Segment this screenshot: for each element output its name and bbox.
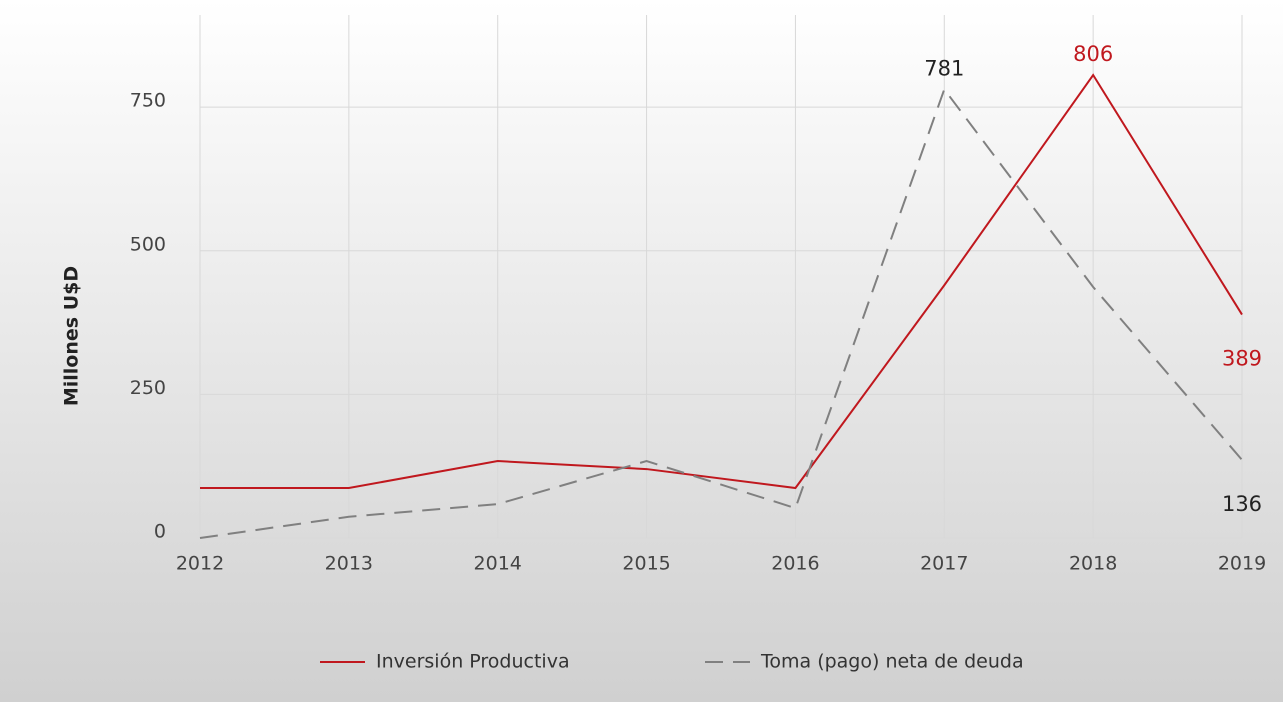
legend-label: Inversión Productiva bbox=[376, 651, 570, 673]
line-series bbox=[199, 87, 1243, 539]
x-tick-label: 2015 bbox=[622, 553, 670, 575]
legend-label: Toma (pago) neta de deuda bbox=[760, 651, 1024, 673]
x-tick-label: 2016 bbox=[771, 553, 819, 575]
data-label: 781 bbox=[924, 56, 964, 80]
x-tick-label: 2019 bbox=[1218, 553, 1266, 575]
y-tick-label: 250 bbox=[130, 377, 166, 399]
y-tick-label: 750 bbox=[130, 90, 166, 112]
data-label: 136 bbox=[1222, 492, 1262, 516]
y-axis-label: Millones U$D bbox=[61, 266, 83, 406]
y-tick-label: 0 bbox=[154, 521, 166, 543]
x-tick-label: 2013 bbox=[325, 553, 373, 575]
x-tick-label: 2014 bbox=[474, 553, 522, 575]
x-tick-label: 2017 bbox=[920, 553, 968, 575]
x-tick-label: 2018 bbox=[1069, 553, 1117, 575]
x-tick-label: 2012 bbox=[176, 553, 224, 575]
y-tick-label: 500 bbox=[130, 233, 166, 255]
data-label: 389 bbox=[1222, 347, 1262, 371]
data-label: 806 bbox=[1073, 42, 1113, 66]
line-series bbox=[200, 73, 1243, 490]
